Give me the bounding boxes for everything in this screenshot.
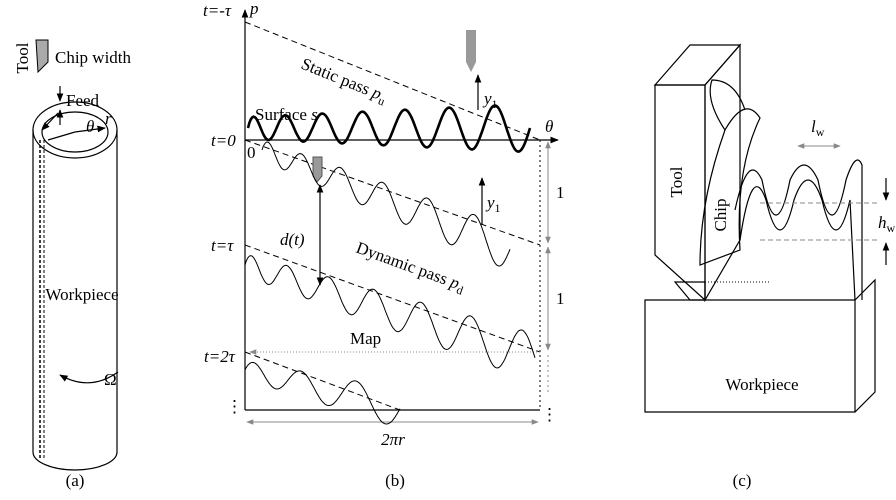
pass-curve — [244, 255, 536, 369]
origin-label: 0 — [247, 143, 256, 162]
caption: (c) — [733, 471, 752, 490]
tool-label: Tool — [13, 42, 32, 73]
circumference-label: 2πr — [381, 430, 405, 449]
panel-c: Tool Chip lw hw Workpiece (c) — [644, 43, 896, 490]
dynamic-pass-label: Dynamic pass pd — [353, 238, 468, 298]
y1-label: y1 — [482, 89, 498, 111]
radius-label: r — [105, 109, 112, 128]
time-label: t=τ — [211, 236, 234, 255]
workpiece-label: Workpiece — [45, 285, 118, 304]
chip-width-label: Chip width — [55, 48, 132, 67]
wave-front — [734, 159, 863, 300]
tool-shape — [466, 30, 476, 72]
workpiece-label: Workpiece — [725, 375, 798, 394]
omega-label: Ω — [104, 370, 117, 389]
wave-back — [739, 179, 856, 301]
surface-curve — [246, 104, 532, 153]
tool-shape — [312, 156, 323, 183]
pass-curve — [261, 141, 511, 267]
theta-axis-label: θ — [545, 117, 553, 136]
panel-b: t=-τ p θ t=0 0 t=τ t=2τ Static pass pu S… — [203, 0, 565, 490]
hatch — [673, 281, 706, 301]
chip-label: Chip — [711, 198, 730, 231]
unit-label: 1 — [556, 183, 565, 202]
pass-curve — [244, 361, 401, 425]
inner-ellipse — [41, 111, 109, 153]
outer-ellipse — [32, 101, 118, 159]
time-label: t=0 — [211, 131, 236, 150]
ellipsis: ⋮ — [226, 397, 243, 416]
pass-line — [244, 351, 401, 411]
time-label: t=2τ — [204, 347, 236, 366]
static-pass-line — [244, 21, 541, 141]
chip-shape — [699, 108, 761, 266]
rotation-arrow — [59, 371, 119, 384]
delay-label: d(t) — [280, 230, 305, 249]
feed-label: Feed — [66, 91, 100, 110]
y1-label: y1 — [485, 193, 501, 215]
pass-line — [244, 139, 541, 246]
cylinder-bottom — [32, 451, 118, 471]
static-pass-label: Static pass pu — [297, 54, 390, 108]
feed-arrow — [41, 112, 59, 131]
theta-label: θ — [86, 117, 94, 136]
surface-label: Surface s — [255, 105, 318, 124]
time-label: t=-τ — [203, 1, 232, 20]
ellipsis: ⋮ — [541, 405, 558, 424]
tool-top — [653, 44, 742, 86]
caption: (b) — [385, 471, 405, 490]
hw-label: hw — [878, 213, 896, 235]
map-label: Map — [350, 329, 381, 348]
unit-label: 1 — [556, 289, 565, 308]
chip-curl — [709, 79, 746, 131]
tool-shape — [35, 39, 49, 74]
radius-arrow — [74, 125, 106, 133]
p-axis-label: p — [249, 0, 259, 18]
panel-a: Tool Chip width Feed θ r Workpiece Ω (a) — [13, 39, 132, 490]
tool-label: Tool — [667, 166, 686, 197]
pass-line — [244, 244, 541, 353]
lw-label: lw — [811, 117, 825, 139]
caption: (a) — [66, 471, 85, 490]
radius-line — [47, 131, 76, 141]
